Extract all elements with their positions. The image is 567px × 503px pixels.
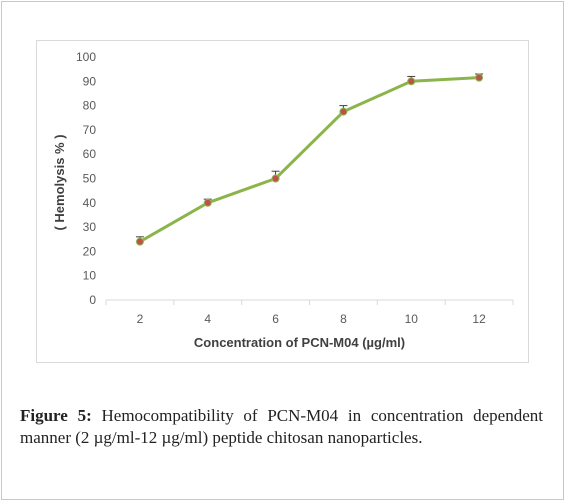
y-tick-label: 10 xyxy=(83,269,97,283)
chart-area-border xyxy=(36,40,529,363)
data-point xyxy=(339,107,348,116)
y-tick-label: 100 xyxy=(76,50,96,64)
series-line xyxy=(139,76,480,243)
y-tick-label: 0 xyxy=(89,293,96,307)
x-tick-label: 8 xyxy=(340,312,347,326)
x-axis-label: Concentration of PCN-M04 (µg/ml) xyxy=(194,335,405,350)
data-point xyxy=(135,237,144,246)
x-tick-label: 10 xyxy=(405,312,419,326)
caption-label: Figure 5: xyxy=(20,406,92,425)
x-tick-label: 12 xyxy=(472,312,486,326)
data-point xyxy=(475,73,484,82)
data-points xyxy=(135,73,484,246)
figure-caption: Figure 5: Hemocompatibility of PCN-M04 i… xyxy=(20,405,543,449)
y-tick-label: 30 xyxy=(83,220,97,234)
data-point xyxy=(203,198,212,207)
y-tick-label: 20 xyxy=(83,244,97,258)
y-axis-ticks: 0 10 20 30 40 50 60 70 80 90 100 xyxy=(76,50,96,307)
caption-text: Hemocompatibility of PCN-M04 in concentr… xyxy=(20,406,543,447)
y-tick-label: 60 xyxy=(83,147,97,161)
y-tick-label: 90 xyxy=(83,74,97,88)
y-axis-label: ( Hemolysis % ) xyxy=(52,134,67,230)
y-tick-label: 50 xyxy=(83,172,97,186)
data-point xyxy=(407,77,416,86)
x-axis-ticks: 2 4 6 8 10 12 xyxy=(105,300,514,326)
y-tick-label: 40 xyxy=(83,196,97,210)
y-tick-label: 80 xyxy=(83,99,97,113)
data-point xyxy=(271,174,280,183)
x-tick-label: 2 xyxy=(137,312,144,326)
error-bars xyxy=(135,73,484,242)
y-tick-label: 70 xyxy=(83,123,97,137)
x-tick-label: 4 xyxy=(204,312,211,326)
x-tick-label: 6 xyxy=(272,312,279,326)
